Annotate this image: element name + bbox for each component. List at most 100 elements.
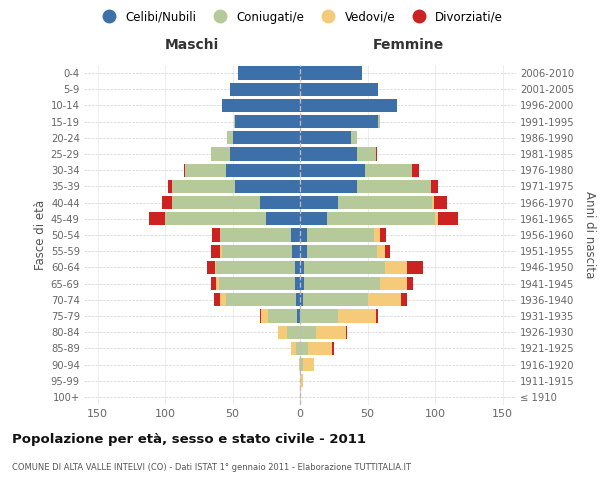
Bar [300,326,316,339]
Bar [300,277,304,290]
Bar [435,212,438,226]
Bar [149,212,165,226]
Y-axis label: Fasce di età: Fasce di età [34,200,47,270]
Bar [300,358,303,371]
Bar [212,228,220,241]
Bar [220,228,290,241]
Bar [211,244,220,258]
Bar [368,293,401,306]
Bar [380,277,407,290]
Bar [304,277,380,290]
Bar [357,148,376,160]
Bar [172,180,235,193]
Bar [365,164,412,177]
Bar [300,66,362,80]
Bar [407,277,413,290]
Bar [295,260,300,274]
Bar [412,164,419,177]
Bar [211,277,217,290]
Bar [300,310,338,322]
Bar [215,260,217,274]
Bar [407,260,423,274]
Bar [261,310,268,322]
Bar [376,148,377,160]
Bar [222,244,292,258]
Bar [352,131,357,144]
Bar [385,244,391,258]
Bar [300,342,308,355]
Bar [300,82,379,96]
Bar [268,310,298,322]
Bar [304,260,385,274]
Bar [163,196,172,209]
Bar [296,293,300,306]
Bar [300,228,307,241]
Bar [300,212,327,226]
Bar [295,277,300,290]
Bar [298,310,300,322]
Bar [227,131,233,144]
Bar [308,342,332,355]
Bar [260,310,261,322]
Bar [220,293,226,306]
Bar [338,310,376,322]
Text: Popolazione per età, sesso e stato civile - 2011: Popolazione per età, sesso e stato civil… [12,432,366,446]
Bar [300,148,357,160]
Bar [338,196,433,209]
Bar [290,228,300,241]
Bar [300,196,338,209]
Text: Femmine: Femmine [373,38,443,52]
Bar [238,66,300,80]
Bar [234,115,235,128]
Bar [300,293,303,306]
Bar [300,390,301,404]
Bar [266,212,300,226]
Y-axis label: Anni di nascita: Anni di nascita [583,192,596,278]
Bar [211,148,230,160]
Legend: Celibi/Nubili, Coniugati/e, Vedovi/e, Divorziati/e: Celibi/Nubili, Coniugati/e, Vedovi/e, Di… [92,6,508,28]
Bar [220,244,222,258]
Bar [184,164,185,177]
Bar [316,326,346,339]
Bar [233,131,300,144]
Bar [385,260,407,274]
Bar [327,212,435,226]
Bar [434,196,447,209]
Bar [307,244,377,258]
Bar [433,196,434,209]
Bar [438,212,458,226]
Bar [185,164,226,177]
Bar [214,293,220,306]
Bar [287,326,300,339]
Bar [379,115,380,128]
Bar [307,228,374,241]
Bar [235,180,300,193]
Bar [332,342,334,355]
Bar [300,99,397,112]
Bar [172,196,260,209]
Bar [300,374,303,388]
Bar [230,148,300,160]
Bar [374,228,380,241]
Bar [226,164,300,177]
Bar [290,342,296,355]
Bar [168,180,172,193]
Bar [165,212,266,226]
Bar [296,342,300,355]
Bar [300,164,365,177]
Bar [235,115,300,128]
Bar [217,260,295,274]
Bar [303,358,314,371]
Bar [357,180,431,193]
Bar [226,293,296,306]
Bar [219,277,295,290]
Bar [222,99,300,112]
Bar [401,293,407,306]
Bar [300,244,307,258]
Bar [346,326,347,339]
Bar [300,115,379,128]
Bar [380,228,386,241]
Bar [260,196,300,209]
Text: Maschi: Maschi [165,38,219,52]
Text: COMUNE DI ALTA VALLE INTELVI (CO) - Dati ISTAT 1° gennaio 2011 - Elaborazione TU: COMUNE DI ALTA VALLE INTELVI (CO) - Dati… [12,462,411,471]
